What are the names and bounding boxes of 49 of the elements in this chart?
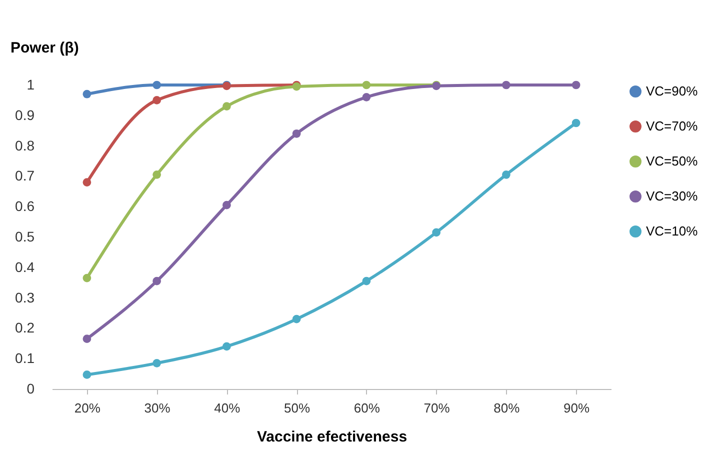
point [82, 178, 92, 186]
x-tick-label: 40% [214, 400, 241, 416]
y-tick-label: 0.8 [15, 137, 35, 154]
point [292, 314, 301, 324]
point [222, 102, 231, 110]
point [82, 334, 92, 344]
point [152, 170, 161, 179]
x-tick-label: 50% [284, 400, 311, 416]
y-tick-label: 0 [26, 380, 35, 396]
point [152, 358, 161, 368]
x-tick-label: 30% [144, 400, 171, 416]
y-axis-title: Power (β) [10, 40, 79, 56]
y-tick-label: 0.2 [15, 320, 35, 336]
point [82, 90, 92, 98]
x-tick-label: 90% [564, 400, 590, 416]
point [362, 80, 371, 90]
legend-label: VC=10% [646, 224, 698, 238]
point [152, 276, 161, 286]
point [222, 200, 231, 210]
y-tick-label: 0.7 [15, 168, 35, 184]
legend-label: VC=50% [646, 154, 698, 168]
point [362, 92, 371, 102]
legend-label: VC=30% [646, 188, 698, 204]
point [572, 118, 580, 128]
x-tick-label: 60% [354, 400, 380, 416]
legend-label: VC=90% [646, 84, 698, 98]
point [152, 96, 161, 104]
point [502, 80, 510, 90]
x-tick-label: 70% [424, 400, 450, 416]
y-tick-label: 0.1 [15, 350, 35, 366]
point [222, 342, 231, 351]
y-tick-label: 0.4 [15, 258, 35, 275]
y-tick-label: 1 [26, 76, 35, 92]
point [82, 274, 92, 282]
point [572, 80, 580, 90]
point [152, 80, 161, 90]
y-tick-label: 0.9 [15, 106, 35, 123]
x-axis-title: Vaccine efectiveness [256, 428, 408, 446]
legend-label: VC=70% [646, 118, 698, 134]
x-tick-label: 80% [494, 400, 520, 416]
point [292, 129, 301, 138]
point [362, 276, 371, 286]
x-tick-label: 20% [74, 400, 101, 416]
point [82, 370, 92, 379]
y-tick-label: 0.5 [15, 228, 35, 244]
y-tick-label: 0.3 [15, 289, 35, 306]
point [432, 228, 440, 237]
y-tick-label: 0.6 [15, 198, 35, 214]
point [502, 170, 510, 179]
